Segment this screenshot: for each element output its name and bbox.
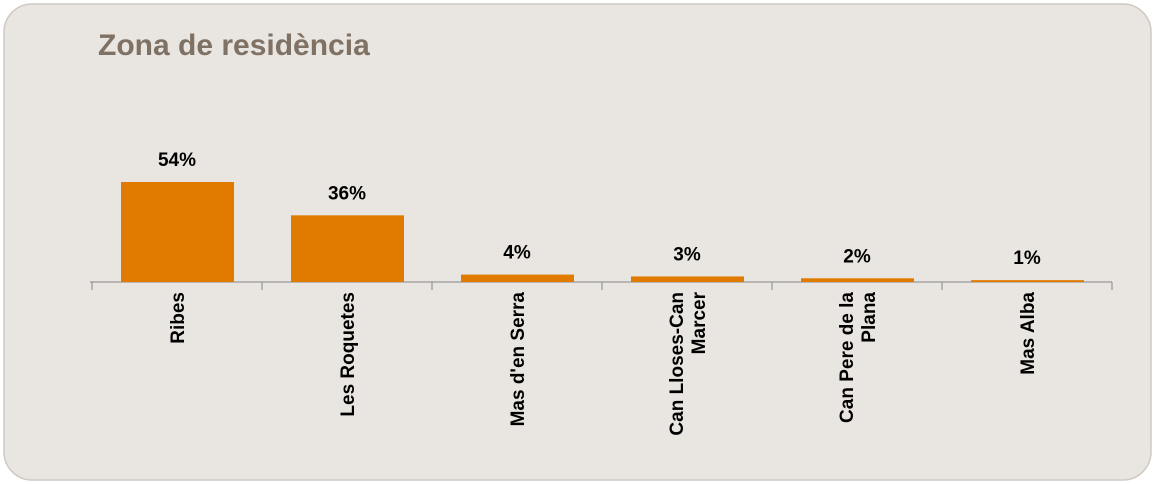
value-label: 36% [328,183,366,204]
value-label: 54% [158,150,196,171]
bar [461,274,574,282]
bar [631,276,744,282]
x-tick-label: Can Lloses-Can Marcer [667,291,710,435]
x-tick-label: Can Pere de la Plana [837,292,880,423]
panel [3,3,1152,481]
chart-title: Zona de residència [98,29,370,62]
value-label: 2% [843,246,871,267]
bar [291,215,404,282]
bar [801,278,914,282]
value-label: 3% [673,244,701,265]
x-tick-label: Ribes [168,292,189,344]
x-tick-label: Mas d'en Serra [508,292,529,427]
bar [971,280,1084,282]
value-label: 4% [503,243,531,264]
x-tick-label: Mas Alba [1018,292,1039,375]
value-label: 1% [1013,248,1041,269]
x-tick-label: Les Roquetes [338,292,359,417]
bar [121,182,234,282]
